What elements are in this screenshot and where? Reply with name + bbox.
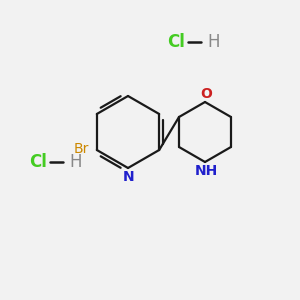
Text: N: N [123,170,135,184]
Text: Br: Br [73,142,88,156]
Text: H: H [207,33,220,51]
Text: O: O [200,87,212,101]
Text: NH: NH [194,164,218,178]
Text: Cl: Cl [167,33,185,51]
Text: Cl: Cl [29,153,47,171]
Text: H: H [69,153,82,171]
